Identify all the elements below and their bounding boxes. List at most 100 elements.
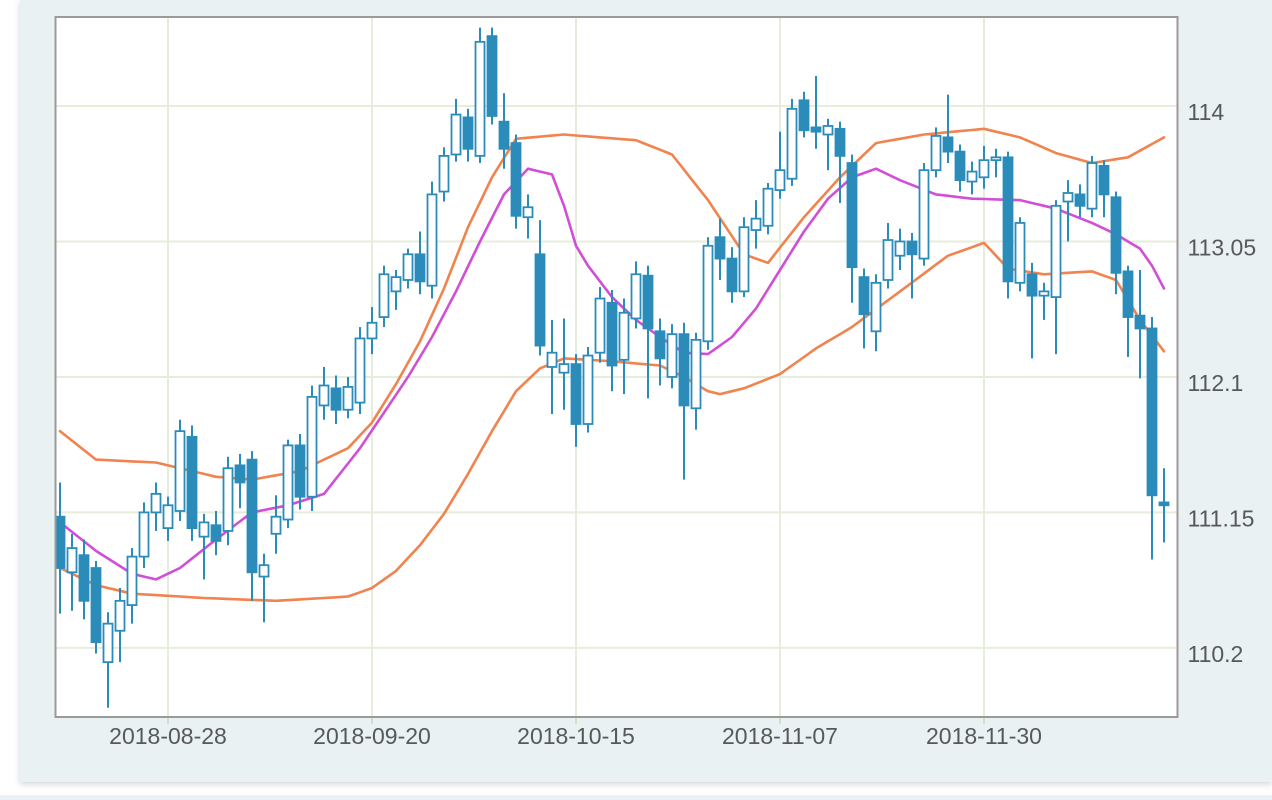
candle-body-up[interactable] bbox=[546, 351, 558, 368]
candle-body-up[interactable] bbox=[630, 273, 642, 320]
candle-body-up[interactable] bbox=[870, 281, 882, 333]
candle-body-down[interactable] bbox=[1098, 164, 1110, 196]
candle-body-up[interactable] bbox=[306, 396, 318, 498]
candle-body-up[interactable] bbox=[102, 622, 114, 664]
candle-body-up[interactable] bbox=[774, 169, 786, 192]
candle-body-down[interactable] bbox=[510, 142, 522, 217]
candle-body-down[interactable] bbox=[1074, 193, 1086, 207]
candle-body-up[interactable] bbox=[966, 170, 978, 183]
candle-body-down[interactable] bbox=[714, 236, 726, 260]
candle-body-up[interactable] bbox=[558, 363, 570, 374]
candle-body-down[interactable] bbox=[834, 127, 846, 157]
candle-body-up[interactable] bbox=[114, 599, 126, 632]
candle-body-down[interactable] bbox=[498, 120, 510, 150]
page-bottom-strip bbox=[0, 795, 1272, 800]
candle-body-up[interactable] bbox=[822, 125, 834, 136]
candle-body-down[interactable] bbox=[942, 136, 954, 153]
candle-body-down[interactable] bbox=[534, 253, 546, 347]
candle-body-down[interactable] bbox=[846, 162, 858, 269]
candle-body-up[interactable] bbox=[378, 273, 390, 318]
candle-body-up[interactable] bbox=[282, 444, 294, 521]
candle-body-up[interactable] bbox=[762, 187, 774, 227]
candle-body-up[interactable] bbox=[150, 492, 162, 514]
candle-body-down[interactable] bbox=[798, 99, 810, 132]
candle-body-up[interactable] bbox=[1086, 162, 1098, 210]
candle-body-down[interactable] bbox=[414, 253, 426, 283]
candle-body-up[interactable] bbox=[618, 311, 630, 361]
candle-body-down[interactable] bbox=[810, 126, 822, 133]
candle-body-up[interactable] bbox=[342, 386, 354, 411]
candle-body-up[interactable] bbox=[390, 276, 402, 293]
candle-body-up[interactable] bbox=[522, 206, 534, 219]
candle-body-up[interactable] bbox=[990, 156, 1002, 162]
candle-body-down[interactable] bbox=[1122, 270, 1134, 318]
candle-body-down[interactable] bbox=[858, 276, 870, 316]
candle-body-up[interactable] bbox=[1038, 290, 1050, 297]
plot-border bbox=[54, 16, 1179, 718]
candle-body-up[interactable] bbox=[894, 240, 906, 257]
candle-body-up[interactable] bbox=[402, 253, 414, 281]
candle-body-up[interactable] bbox=[690, 338, 702, 410]
candle-body-up[interactable] bbox=[1050, 204, 1062, 298]
candle-body-down[interactable] bbox=[90, 567, 102, 644]
candle-body-up[interactable] bbox=[738, 226, 750, 293]
candle-body-up[interactable] bbox=[438, 155, 450, 193]
candle-body-down[interactable] bbox=[1146, 327, 1158, 497]
candle-body-down[interactable] bbox=[210, 524, 222, 542]
candle-body-down[interactable] bbox=[78, 554, 90, 602]
candle-body-down[interactable] bbox=[1002, 156, 1014, 283]
candle-body-down[interactable] bbox=[54, 515, 66, 569]
candle-body-down[interactable] bbox=[462, 116, 474, 150]
candle-body-up[interactable] bbox=[450, 113, 462, 156]
candle-body-down[interactable] bbox=[1158, 501, 1170, 507]
y-tick-label: 114 bbox=[1188, 99, 1225, 125]
candlestick-chart[interactable]: 114 113.05 112.1 111.15 110.2 2018-08-28 2018-… bbox=[20, 0, 1272, 782]
candle-body-up[interactable] bbox=[318, 384, 330, 407]
candle-body-up[interactable] bbox=[882, 239, 894, 281]
candle-body-down[interactable] bbox=[1110, 196, 1122, 274]
candle-body-down[interactable] bbox=[678, 333, 690, 407]
candle-body-up[interactable] bbox=[354, 337, 366, 404]
candle-body-up[interactable] bbox=[930, 135, 942, 172]
candle-body-up[interactable] bbox=[918, 169, 930, 260]
candle-body-down[interactable] bbox=[654, 330, 666, 360]
candle-body-up[interactable] bbox=[582, 354, 594, 425]
candle-body-up[interactable] bbox=[978, 159, 990, 179]
candle-body-up[interactable] bbox=[66, 547, 78, 574]
candle-body-up[interactable] bbox=[666, 333, 678, 378]
candle-body-down[interactable] bbox=[1026, 273, 1038, 297]
candle-body-down[interactable] bbox=[726, 257, 738, 293]
candle-body-down[interactable] bbox=[234, 464, 246, 484]
candle-body-down[interactable] bbox=[294, 444, 306, 498]
candle-body-down[interactable] bbox=[642, 274, 654, 330]
candle-body-down[interactable] bbox=[330, 387, 342, 411]
candle-body-down[interactable] bbox=[906, 240, 918, 256]
candle-body-down[interactable] bbox=[486, 35, 498, 117]
candle-body-down[interactable] bbox=[186, 435, 198, 529]
candle-body-up[interactable] bbox=[594, 297, 606, 354]
candle-body-up[interactable] bbox=[366, 321, 378, 340]
candle-body-up[interactable] bbox=[174, 430, 186, 512]
candle-body-up[interactable] bbox=[702, 244, 714, 343]
candle-body-up[interactable] bbox=[1062, 192, 1074, 203]
x-tick-label: 2018-09-20 bbox=[313, 723, 431, 749]
candle-body-up[interactable] bbox=[1014, 222, 1026, 284]
x-tick-label: 2018-08-28 bbox=[109, 723, 227, 749]
candle-body-down[interactable] bbox=[606, 301, 618, 367]
candle-body-down[interactable] bbox=[246, 458, 258, 574]
candle-body-up[interactable] bbox=[138, 511, 150, 558]
candle-body-up[interactable] bbox=[198, 521, 210, 538]
plot-area[interactable] bbox=[55, 17, 1178, 717]
candle-body-up[interactable] bbox=[750, 217, 762, 231]
candle-body-down[interactable] bbox=[570, 363, 582, 425]
candle-body-down[interactable] bbox=[1134, 314, 1146, 330]
candle-body-up[interactable] bbox=[474, 40, 486, 157]
candle-body-up[interactable] bbox=[426, 193, 438, 287]
candle-body-up[interactable] bbox=[222, 467, 234, 532]
candle-body-up[interactable] bbox=[162, 504, 174, 529]
candle-body-up[interactable] bbox=[270, 515, 282, 535]
candle-body-up[interactable] bbox=[258, 564, 270, 578]
candle-body-down[interactable] bbox=[954, 150, 966, 182]
candle-body-up[interactable] bbox=[786, 107, 798, 180]
candle-body-up[interactable] bbox=[126, 555, 138, 607]
